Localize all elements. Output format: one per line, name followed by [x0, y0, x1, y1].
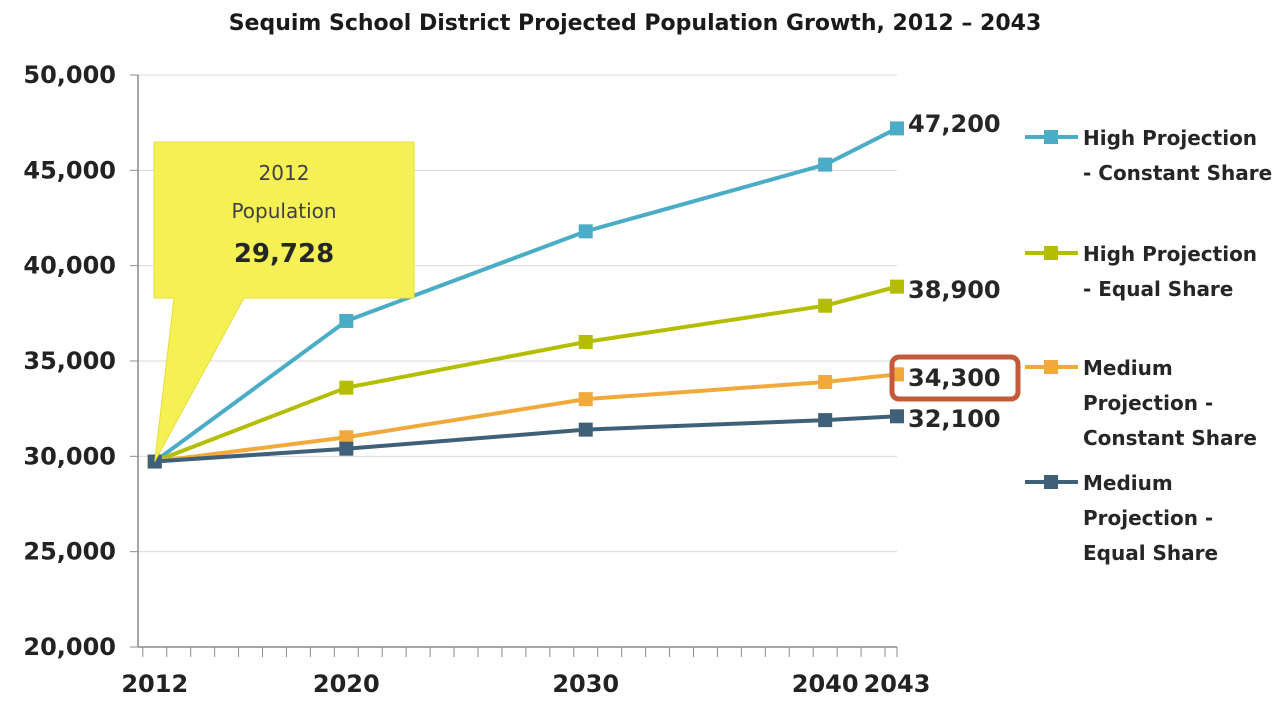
legend-label: Equal Share [1083, 541, 1218, 565]
series-line [154, 414, 898, 464]
legend-label: High Projection [1083, 242, 1257, 266]
callout-box [153, 141, 415, 462]
y-tick-label: 50,000 [23, 61, 116, 89]
end-label: 34,300 [908, 364, 1001, 392]
data-point [578, 334, 593, 349]
data-point [339, 380, 354, 395]
legend-label: High Projection [1083, 126, 1257, 150]
data-point [339, 441, 354, 456]
callout-value: 29,728 [234, 239, 334, 269]
x-tick-label: 2020 [313, 670, 380, 698]
legend-marker [1044, 130, 1058, 144]
x-tick-label: 2040 [792, 670, 859, 698]
highlight-box [889, 354, 1021, 402]
data-point [339, 430, 354, 445]
data-point [578, 422, 593, 437]
end-label: 32,100 [908, 405, 1001, 433]
legend-marker [1044, 360, 1058, 374]
data-point [578, 392, 593, 407]
legend-item: Medium Projection - Constant Share [1025, 356, 1257, 450]
data-point [890, 121, 904, 136]
y-axis-ticks: 20,000 25,000 30,000 35,000 40,000 45,000 50,0… [23, 61, 138, 661]
y-tick-label: 25,000 [23, 538, 116, 566]
legend-label: - Constant Share [1083, 161, 1272, 185]
data-point [890, 409, 904, 424]
legend-label: - Equal Share [1083, 277, 1233, 301]
legend-item: High Projection - Constant Share [1025, 126, 1272, 185]
x-tick-label: 2043 [864, 670, 931, 698]
x-tick-label: 2012 [121, 670, 188, 698]
data-point [578, 224, 593, 239]
series-2 [147, 279, 904, 469]
y-tick-label: 20,000 [23, 633, 116, 661]
end-label: 38,900 [908, 276, 1001, 304]
y-tick-label: 30,000 [23, 442, 116, 470]
population-callout: 2012 Population 29,728 [153, 141, 415, 462]
legend-label: Projection - [1083, 506, 1213, 530]
data-point [818, 157, 833, 172]
x-axis-ticks: 2012 2020 2030 2040 2043 [121, 647, 930, 698]
legend-label: Constant Share [1083, 426, 1257, 450]
chart-title: Sequim School District Projected Populat… [229, 11, 1042, 36]
y-tick-label: 45,000 [23, 156, 116, 184]
legend-marker [1044, 246, 1058, 260]
data-point [890, 279, 904, 294]
data-point [818, 374, 833, 389]
legend-label: Projection - [1083, 391, 1213, 415]
data-point [818, 413, 833, 428]
legend-marker [1044, 475, 1058, 489]
callout-label: 2012 [259, 161, 310, 185]
y-tick-label: 35,000 [23, 347, 116, 375]
data-point [339, 313, 354, 328]
end-labels: 47,200 38,900 34,300 32,100 [889, 110, 1021, 433]
legend-item: Medium Projection - Equal Share [1025, 471, 1218, 565]
series-group [147, 121, 904, 469]
y-tick-label: 40,000 [23, 252, 116, 280]
data-point [818, 298, 833, 313]
x-tick-label: 2030 [552, 670, 619, 698]
end-label: 47,200 [908, 110, 1001, 138]
series-4 [147, 409, 904, 469]
legend-label: Medium [1083, 471, 1173, 495]
legend-item: High Projection - Equal Share [1025, 242, 1257, 301]
legend-label: Medium [1083, 356, 1173, 380]
callout-label: Population [231, 199, 336, 223]
